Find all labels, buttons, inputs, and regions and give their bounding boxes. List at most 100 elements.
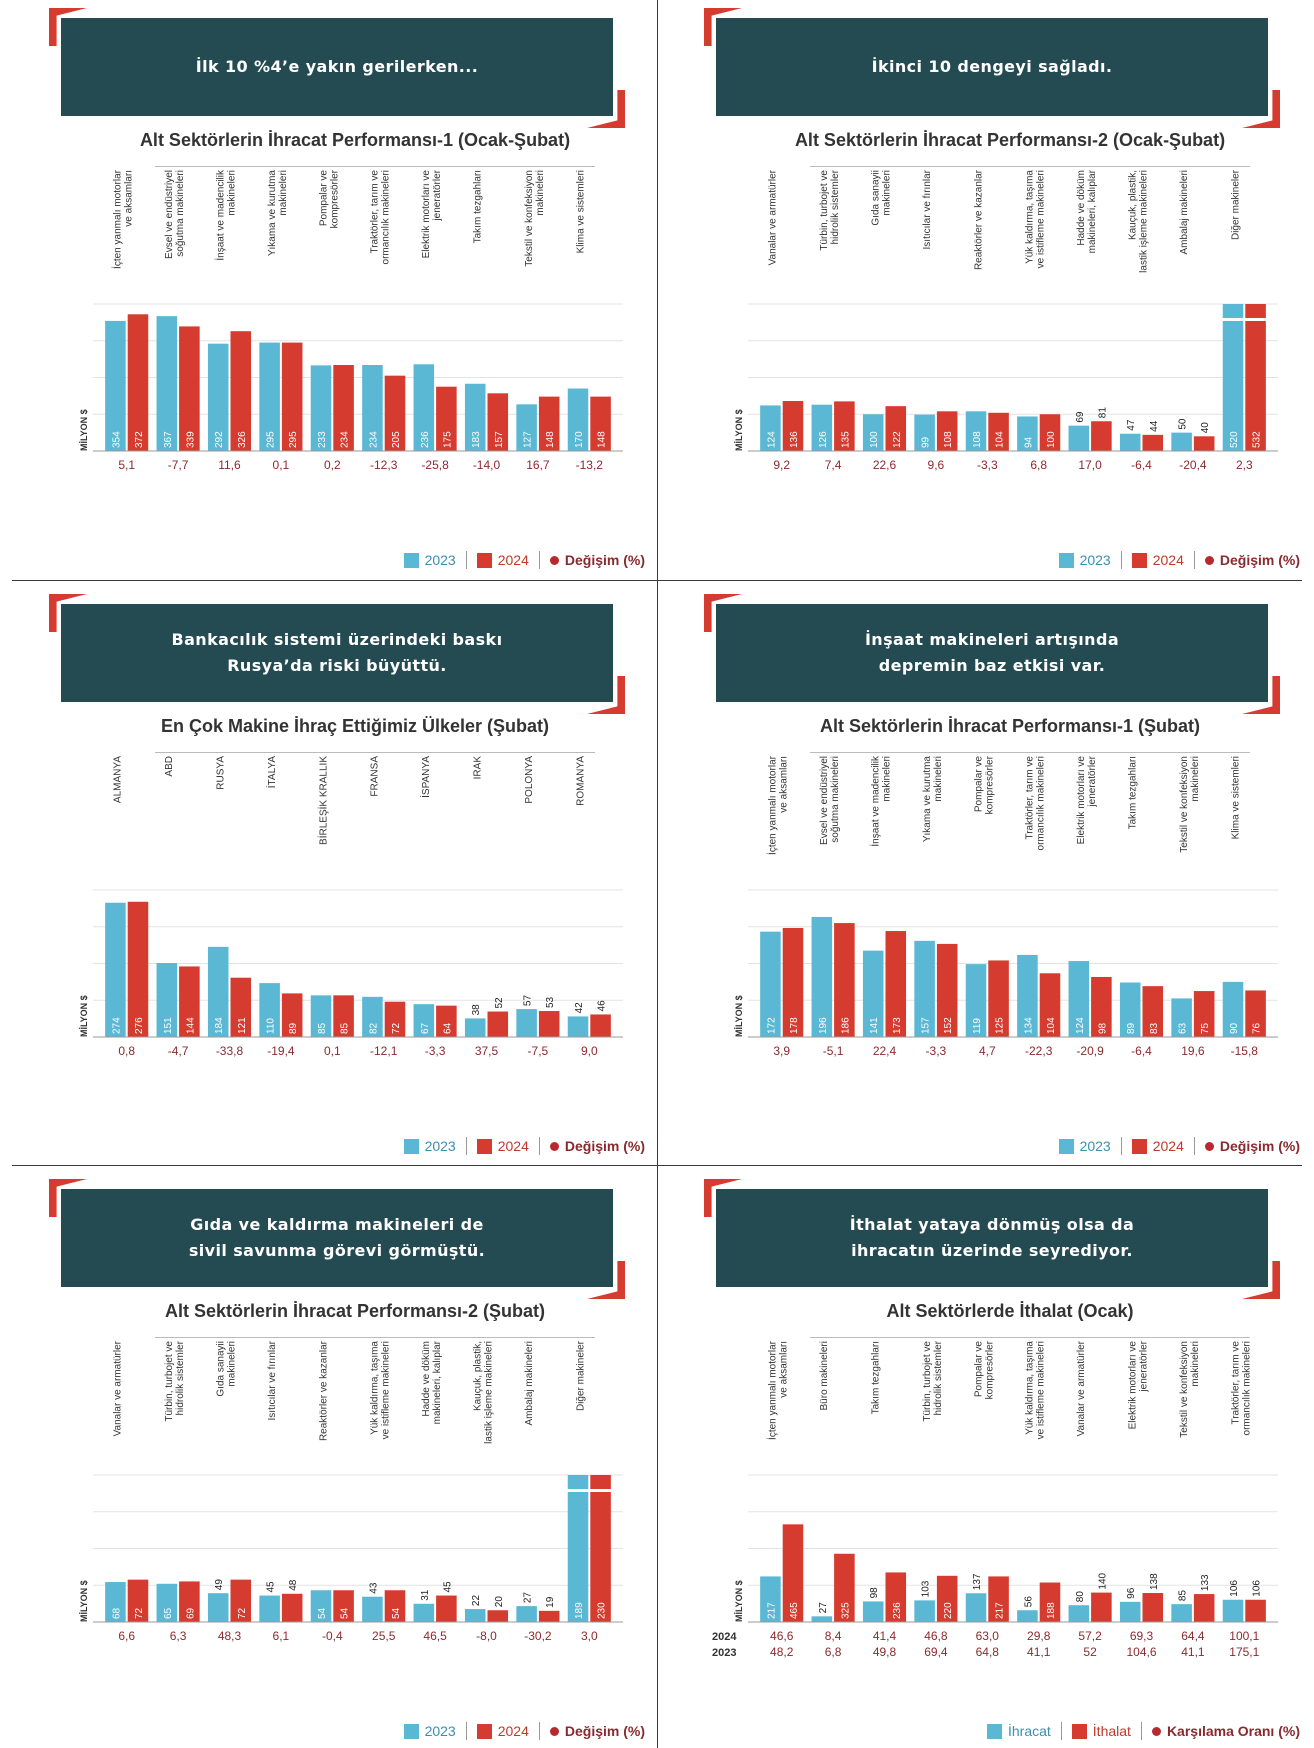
value-label: 465 — [789, 1602, 800, 1619]
category-label: ve aksamları — [779, 1341, 790, 1398]
value-label: 85 — [340, 1022, 351, 1034]
value-label: 148 — [597, 431, 608, 448]
bar-2023 — [1068, 961, 1090, 1037]
value-label: 233 — [317, 431, 328, 448]
chart-legend: İhracat İthalat Karşılama Oranı (%) — [986, 1722, 1300, 1740]
value-label: 184 — [214, 1017, 225, 1034]
value-label: 217 — [766, 1602, 777, 1619]
legend-swatch-a — [403, 552, 419, 568]
bar-2023 — [1068, 425, 1090, 451]
bar-2023 — [259, 342, 280, 451]
value-label: 157 — [921, 1017, 932, 1034]
change-label: 37,5 — [475, 1044, 499, 1058]
coverage-value: 100,1 — [1229, 1629, 1259, 1643]
category-label: Diğer makineler — [575, 1340, 586, 1411]
value-label: 52 — [494, 997, 505, 1009]
change-label: 9,2 — [773, 458, 790, 472]
bar-2023 — [1017, 954, 1038, 1037]
y-axis-label: MİLYON $ — [734, 409, 744, 451]
bar-2023 — [105, 902, 126, 1037]
bar-2023 — [965, 411, 987, 451]
bar-2024 — [487, 393, 509, 451]
value-label: 40 — [1200, 422, 1211, 434]
legend-separator — [1060, 1722, 1062, 1740]
bar-2023 — [362, 996, 383, 1037]
legend-separator — [1120, 551, 1122, 569]
category-label: Pompalar ve — [973, 756, 984, 813]
value-label: 72 — [237, 1607, 248, 1619]
bar-chart: MİLYON $ İçten yanmalı motorlar ve aksamla… — [734, 755, 1278, 1058]
bar-2023 — [207, 1593, 229, 1622]
category-label: Isıtıcılar ve fırınlar — [267, 1340, 278, 1420]
chart-panel-3: Bankacılık sistemi üzerindeki baskı Rusy… — [49, 594, 655, 1160]
change-label: 6,8 — [1030, 458, 1047, 472]
value-label: 27 — [523, 1592, 534, 1604]
bar-2023 — [760, 931, 781, 1037]
legend-separator — [1193, 551, 1195, 569]
category-label: Hadde ve döküm — [1076, 170, 1087, 246]
value-label: 68 — [111, 1607, 122, 1619]
bar-2024 — [782, 927, 804, 1037]
change-label: 0,1 — [324, 1044, 341, 1058]
bar-2024 — [384, 1590, 406, 1622]
bar-2024 — [538, 396, 560, 451]
value-label: 75 — [1200, 1022, 1211, 1034]
bar-2023 — [1119, 433, 1141, 451]
value-label: 106 — [1229, 1580, 1240, 1597]
value-label: 230 — [597, 1602, 608, 1619]
bar-2023 — [310, 1590, 332, 1622]
category-label: IRAK — [473, 756, 484, 780]
bar-2024 — [487, 1610, 509, 1622]
category-label: Büro makineleri — [819, 1341, 830, 1410]
category-label: İçten yanmalı motorlar — [766, 755, 779, 855]
value-label: 121 — [237, 1017, 248, 1034]
change-label: -30,2 — [524, 1629, 552, 1643]
value-label: 85 — [1178, 1590, 1189, 1602]
category-label: soğutma makineleri — [175, 170, 186, 257]
axis-break-mark — [566, 1489, 590, 1492]
change-label: 48,3 — [218, 1629, 242, 1643]
value-label: 54 — [391, 1607, 402, 1619]
bar-2023 — [310, 995, 332, 1037]
change-label: 9,6 — [928, 458, 945, 472]
value-label: 89 — [288, 1022, 299, 1034]
category-label: hidrolik sistemler — [175, 1340, 186, 1415]
bar-2023 — [259, 1595, 280, 1622]
coverage-value: 57,2 — [1078, 1629, 1102, 1643]
bar-2023 — [567, 1016, 589, 1037]
legend-swatch-b — [476, 1723, 492, 1739]
change-label: 6,3 — [170, 1629, 187, 1643]
bar-2024 — [1245, 990, 1266, 1037]
change-label: 0,1 — [273, 458, 290, 472]
category-label: RUSYA — [216, 756, 227, 790]
value-label: 50 — [1178, 418, 1189, 430]
value-label: 138 — [1149, 1573, 1160, 1590]
chart-panel-5: Gıda ve kaldırma makineleri de sivil sav… — [49, 1179, 655, 1745]
axis-break-mark — [1221, 318, 1245, 321]
value-label: 72 — [134, 1607, 145, 1619]
value-label: 38 — [471, 1004, 482, 1016]
change-label: 46,5 — [423, 1629, 447, 1643]
category-label: Elektrik motorları ve — [1076, 756, 1087, 845]
value-label: 367 — [163, 431, 174, 448]
coverage-value: 175,1 — [1229, 1645, 1259, 1659]
category-label: lastik işleme makineleri — [1139, 170, 1150, 273]
bar-2023 — [1017, 416, 1038, 451]
value-label: 178 — [789, 1017, 800, 1034]
value-label: 96 — [1126, 1587, 1137, 1599]
legend-label-c: Karşılama Oranı (%) — [1166, 1723, 1300, 1739]
value-label: 42 — [574, 1002, 585, 1014]
category-label: Hadde ve döküm — [421, 1341, 432, 1417]
bar-2024 — [281, 993, 303, 1037]
bar-2023 — [567, 1475, 589, 1622]
value-label: 82 — [368, 1022, 379, 1034]
category-label: kompresörler — [329, 169, 340, 228]
bar-2024 — [988, 960, 1009, 1037]
bar-2023 — [1171, 432, 1192, 451]
bar-2023 — [516, 404, 537, 451]
category-label: Türbin, turbojet ve — [922, 1341, 933, 1422]
category-label: soğutma makineleri — [830, 756, 841, 843]
bar-2024 — [179, 326, 200, 451]
coverage-value: 52 — [1083, 1645, 1097, 1659]
title-rule — [810, 166, 1250, 167]
